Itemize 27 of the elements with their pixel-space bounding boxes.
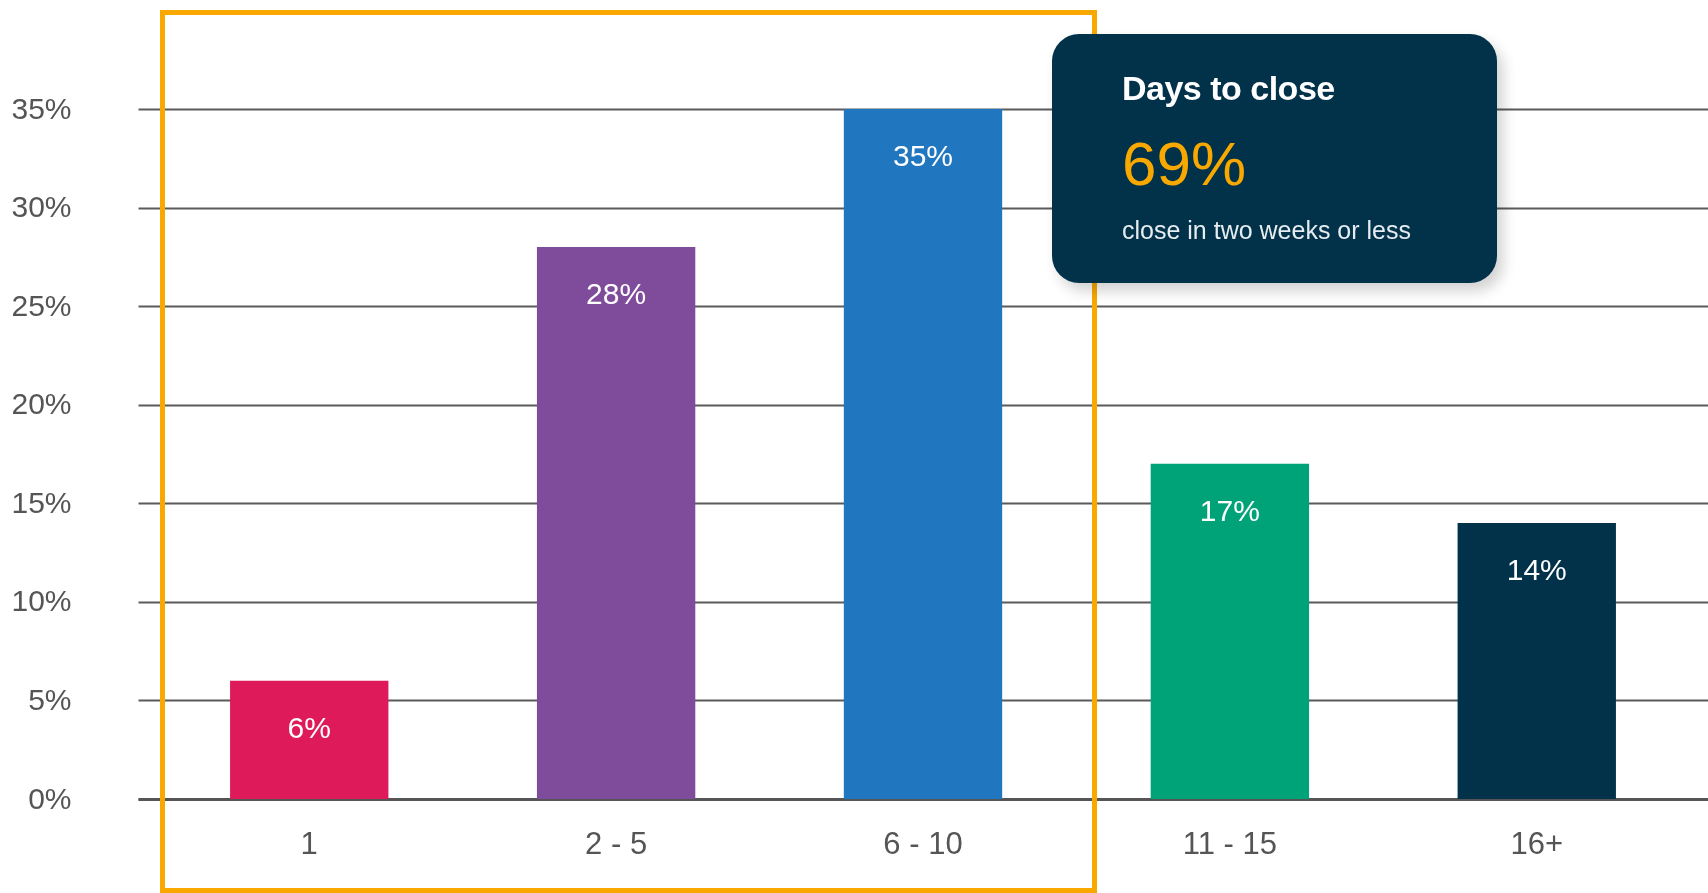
data-label: 17%: [1199, 493, 1260, 527]
annotation: close in two weeks or less: [1122, 215, 1412, 245]
bar: [1457, 523, 1616, 799]
x-tick-label: 11 - 15: [1182, 825, 1277, 861]
y-tick-label: 20%: [11, 387, 72, 421]
y-tick-label: 35%: [11, 91, 72, 125]
x-tick-label: 2 - 5: [585, 825, 648, 861]
x-tick-label: 1: [300, 825, 318, 861]
data-label: 14%: [1506, 553, 1567, 586]
data-label: 35%: [892, 139, 954, 172]
y-tick-label: 0%: [28, 781, 72, 815]
annotation: 69%: [1122, 128, 1247, 200]
x-tick-label: 16+: [1510, 825, 1564, 861]
bar: [1150, 463, 1310, 799]
y-tick-label: 25%: [11, 288, 72, 322]
data-label: 28%: [586, 277, 647, 310]
y-tick-label: 15%: [11, 485, 72, 519]
chart-title: Days to close: [1122, 68, 1335, 108]
bar: [536, 247, 696, 799]
data-label: 6%: [287, 710, 331, 744]
y-tick-label: 10%: [11, 584, 72, 618]
bar: [230, 680, 389, 799]
y-tick-label: 5%: [28, 682, 72, 716]
callout-card: Days to close 69% close in two weeks or less: [1052, 34, 1497, 283]
bar: [843, 109, 1003, 799]
y-tick-label: 30%: [11, 190, 72, 224]
x-tick-label: 6 - 10: [883, 825, 963, 861]
